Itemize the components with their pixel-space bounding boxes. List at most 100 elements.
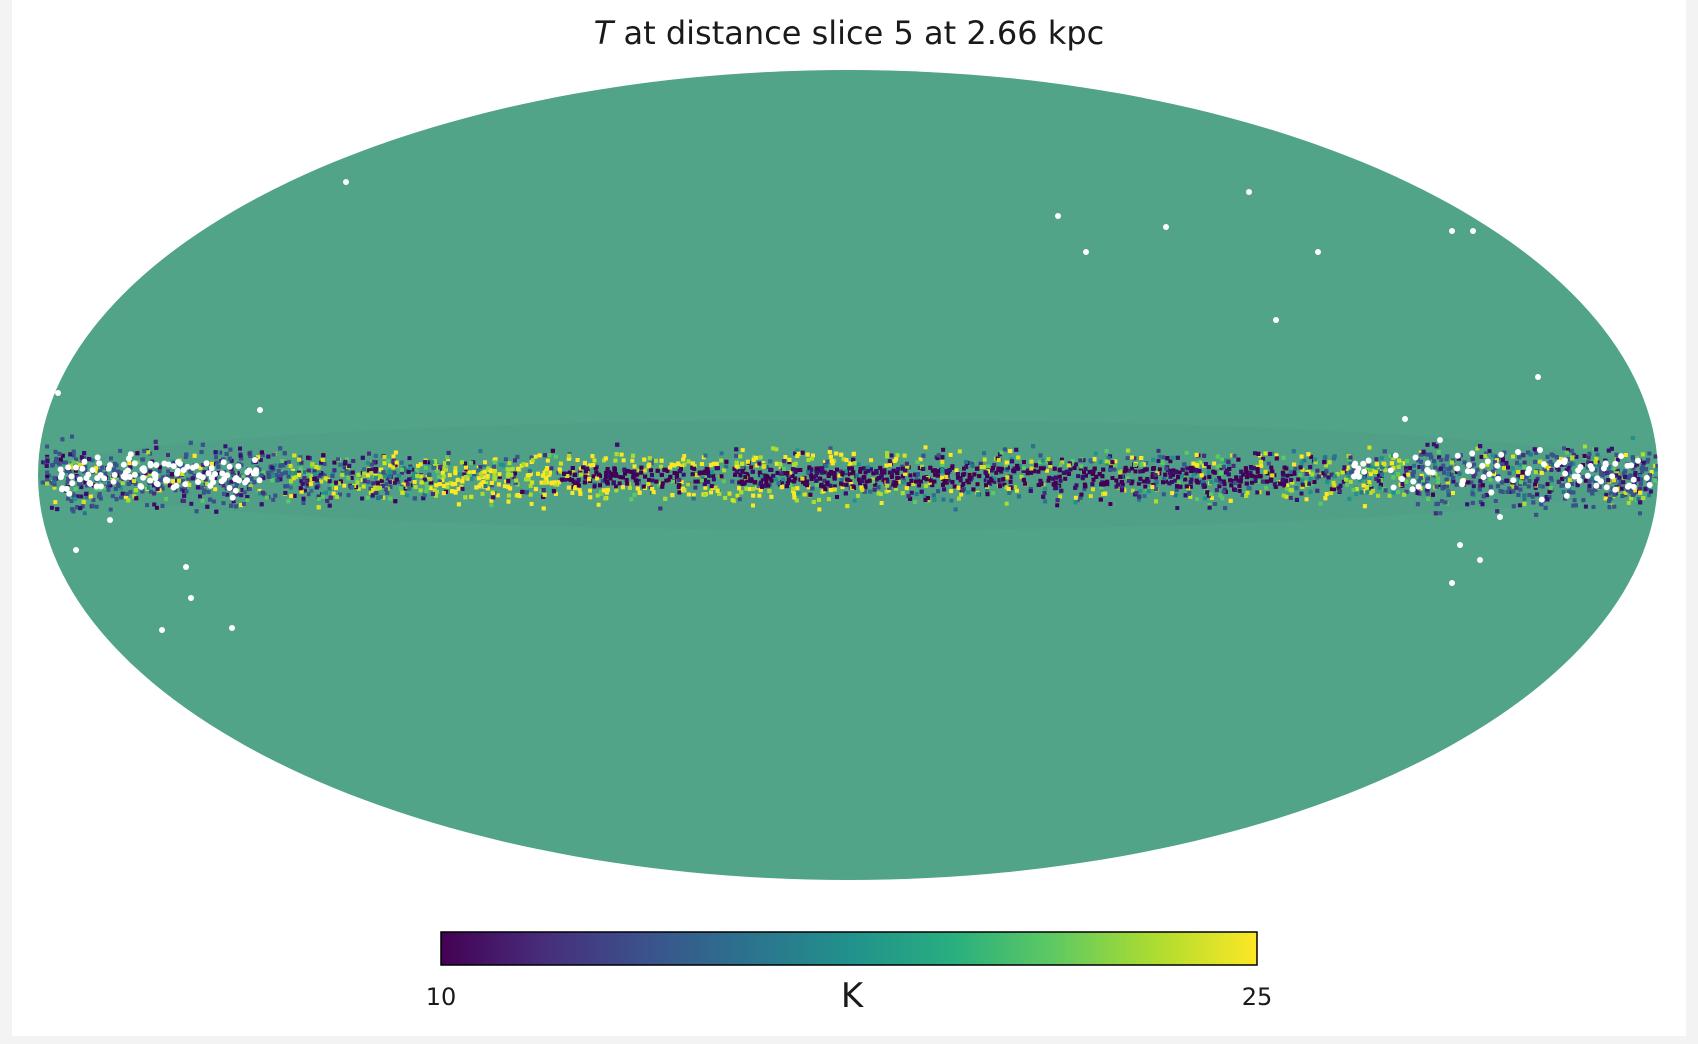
map-pixel bbox=[1010, 459, 1015, 464]
map-pixel bbox=[1174, 487, 1179, 492]
map-pixel bbox=[1336, 486, 1341, 491]
map-pixel bbox=[266, 454, 271, 459]
map-pixel bbox=[1415, 491, 1420, 495]
map-pixel bbox=[771, 473, 776, 478]
map-pixel bbox=[1130, 455, 1134, 460]
map-pixel bbox=[634, 478, 639, 483]
map-pixel bbox=[691, 496, 696, 501]
map-pixel bbox=[1496, 460, 1501, 465]
map-pixel bbox=[740, 448, 745, 453]
map-pixel bbox=[1284, 478, 1289, 483]
map-pixel bbox=[1511, 454, 1515, 459]
map-pixel bbox=[410, 467, 415, 472]
map-pixel bbox=[787, 460, 792, 465]
map-pixel bbox=[840, 472, 845, 477]
map-pixel bbox=[437, 482, 442, 486]
map-pixel bbox=[203, 477, 208, 482]
map-pixel bbox=[1607, 505, 1612, 510]
map-pixel bbox=[1073, 485, 1078, 490]
map-pixel bbox=[356, 486, 361, 491]
map-pixel bbox=[78, 481, 83, 485]
map-pixel bbox=[955, 472, 960, 476]
map-pixel bbox=[1240, 493, 1245, 497]
map-pixel bbox=[545, 480, 550, 485]
map-pixel bbox=[958, 478, 963, 483]
map-pixel bbox=[1479, 454, 1484, 459]
map-pixel bbox=[368, 486, 373, 491]
map-pixel bbox=[528, 483, 533, 488]
map-pixel bbox=[1585, 465, 1590, 470]
map-pixel bbox=[570, 466, 575, 470]
map-pixel bbox=[1040, 458, 1045, 463]
map-pixel bbox=[480, 491, 485, 496]
map-pixel bbox=[476, 476, 481, 481]
map-pixel bbox=[508, 486, 513, 491]
map-pixel bbox=[703, 485, 708, 490]
galactic-plane-structure bbox=[38, 420, 1658, 530]
map-pixel bbox=[1057, 474, 1062, 479]
map-pixel bbox=[758, 488, 763, 493]
map-pixel bbox=[453, 469, 458, 474]
map-pixel bbox=[1517, 455, 1522, 460]
map-pixel bbox=[411, 475, 416, 480]
map-pixel bbox=[989, 468, 994, 473]
map-pixel bbox=[321, 491, 325, 496]
map-pixel bbox=[69, 463, 74, 468]
map-pixel bbox=[1471, 474, 1476, 479]
map-pixel bbox=[1066, 471, 1071, 476]
map-pixel bbox=[1188, 484, 1193, 489]
map-pixel bbox=[273, 493, 278, 498]
map-pixel bbox=[216, 470, 221, 475]
map-pixel bbox=[705, 467, 710, 472]
map-pixel bbox=[513, 458, 517, 463]
map-pixel bbox=[1445, 480, 1450, 485]
map-pixel bbox=[145, 503, 149, 508]
map-pixel bbox=[1214, 478, 1219, 483]
map-pixel bbox=[1150, 484, 1155, 489]
map-pixel bbox=[1194, 452, 1199, 457]
map-pixel bbox=[558, 469, 563, 474]
map-pixel bbox=[1416, 458, 1420, 463]
map-pixel bbox=[1188, 494, 1193, 499]
map-pixel bbox=[820, 466, 825, 471]
map-pixel bbox=[1052, 466, 1057, 471]
map-pixel bbox=[757, 470, 762, 475]
map-pixel bbox=[1505, 478, 1510, 483]
map-pixel bbox=[1404, 479, 1409, 484]
map-pixel bbox=[1238, 479, 1243, 484]
map-pixel bbox=[1004, 468, 1009, 472]
map-pixel bbox=[505, 467, 510, 472]
map-pixel bbox=[1597, 484, 1602, 489]
map-pixel bbox=[90, 503, 95, 508]
map-pixel bbox=[940, 455, 945, 460]
map-pixel bbox=[828, 483, 833, 488]
map-pixel bbox=[419, 474, 424, 479]
map-pixel bbox=[832, 474, 837, 479]
map-pixel bbox=[1038, 466, 1043, 471]
map-pixel bbox=[1374, 457, 1379, 462]
map-pixel bbox=[1604, 492, 1609, 497]
map-pixel bbox=[351, 459, 356, 463]
map-pixel bbox=[624, 478, 629, 482]
map-pixel bbox=[524, 477, 528, 482]
map-pixel bbox=[800, 476, 805, 481]
map-pixel bbox=[1261, 456, 1266, 461]
map-pixel bbox=[71, 509, 76, 514]
map-pixel bbox=[464, 467, 469, 472]
map-pixel bbox=[851, 457, 856, 462]
map-pixel bbox=[1228, 478, 1233, 483]
map-pixel bbox=[1310, 472, 1315, 477]
map-pixel bbox=[1241, 472, 1245, 477]
map-pixel bbox=[259, 473, 264, 478]
map-pixel bbox=[619, 452, 624, 457]
map-pixel bbox=[595, 493, 600, 498]
map-pixel bbox=[1228, 498, 1233, 503]
map-pixel bbox=[785, 471, 790, 475]
map-pixel bbox=[1090, 482, 1095, 487]
map-pixel bbox=[1599, 470, 1604, 475]
map-pixel bbox=[1418, 476, 1423, 481]
map-pixel bbox=[835, 467, 839, 472]
map-pixel bbox=[676, 461, 681, 466]
map-pixel bbox=[1209, 495, 1214, 500]
map-pixel bbox=[384, 482, 389, 487]
